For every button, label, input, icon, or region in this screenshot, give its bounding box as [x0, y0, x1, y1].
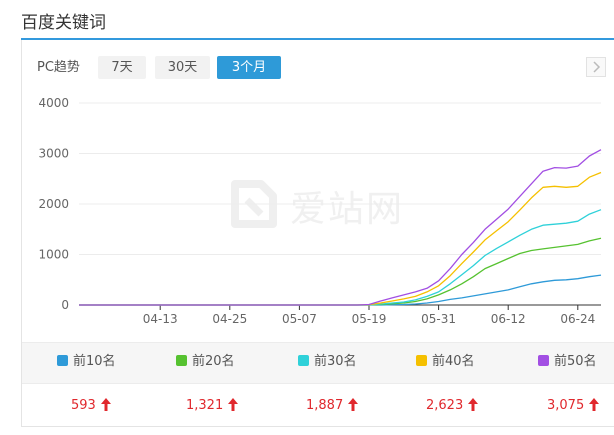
legend-item[interactable]: 前40名	[416, 352, 475, 372]
up-arrow-icon	[589, 398, 600, 411]
range-7-days-button[interactable]: 7天	[98, 56, 146, 79]
range-3-months-button[interactable]: 3个月	[217, 56, 281, 79]
up-arrow-icon	[100, 398, 111, 411]
y-tick-label: 1000	[38, 248, 69, 262]
latest-value-number: 1,321	[186, 398, 224, 413]
legend-bar	[22, 342, 614, 384]
next-chevron-button[interactable]	[586, 57, 606, 77]
legend-swatch	[538, 355, 549, 366]
latest-value-number: 1,887	[306, 398, 344, 413]
up-arrow-icon	[468, 398, 479, 411]
x-tick-label: 06-12	[491, 312, 526, 326]
x-tick-label: 05-19	[352, 312, 387, 326]
x-tick-label: 05-07	[282, 312, 317, 326]
legend-label: 前10名	[73, 354, 116, 369]
legend-label: 前30名	[314, 354, 357, 369]
pc-trend-label: PC趋势	[37, 60, 80, 75]
y-tick-label: 3000	[38, 147, 69, 161]
range-30-days-button[interactable]: 30天	[155, 56, 210, 79]
latest-value: 3,075	[547, 396, 600, 416]
legend-swatch	[298, 355, 309, 366]
up-arrow-icon	[228, 398, 239, 411]
series-line-5	[79, 149, 602, 306]
legend-swatch	[176, 355, 187, 366]
latest-value-number: 2,623	[426, 398, 464, 413]
series-line-2	[79, 237, 602, 306]
latest-value: 1,321	[186, 396, 239, 416]
trend-chart: 4000 3000 2000 1000 0 04-13 04-25 05-07 05-19 05-…	[38, 96, 602, 326]
chevron-right-icon	[593, 61, 601, 73]
latest-value: 593	[71, 396, 111, 416]
x-tick-label: 05-31	[421, 312, 456, 326]
latest-value: 1,887	[306, 396, 359, 416]
series-line-3	[79, 209, 602, 306]
watermark-text: 爱站网	[290, 189, 405, 230]
latest-value-number: 3,075	[547, 398, 585, 413]
legend-swatch	[416, 355, 427, 366]
title-underline	[21, 38, 614, 40]
legend-item[interactable]: 前10名	[57, 352, 116, 372]
y-tick-label: 4000	[38, 96, 69, 110]
legend-item[interactable]: 前50名	[538, 352, 597, 372]
up-arrow-icon	[348, 398, 359, 411]
y-tick-label: 0	[61, 298, 69, 312]
legend-swatch	[57, 355, 68, 366]
legend-label: 前40名	[432, 354, 475, 369]
latest-value-number: 593	[71, 398, 96, 413]
y-tick-label: 2000	[38, 197, 69, 211]
legend-label: 前20名	[192, 354, 235, 369]
x-tick-label: 04-25	[212, 312, 247, 326]
series-line-1	[79, 274, 602, 306]
x-tick-label: 04-13	[143, 312, 178, 326]
legend-item[interactable]: 前20名	[176, 352, 235, 372]
latest-value: 2,623	[426, 396, 479, 416]
x-tick-label: 06-24	[560, 312, 595, 326]
watermark-logo-icon	[231, 180, 277, 228]
section-title: 百度关键词	[21, 13, 106, 33]
legend-label: 前50名	[554, 354, 597, 369]
legend-item[interactable]: 前30名	[298, 352, 357, 372]
